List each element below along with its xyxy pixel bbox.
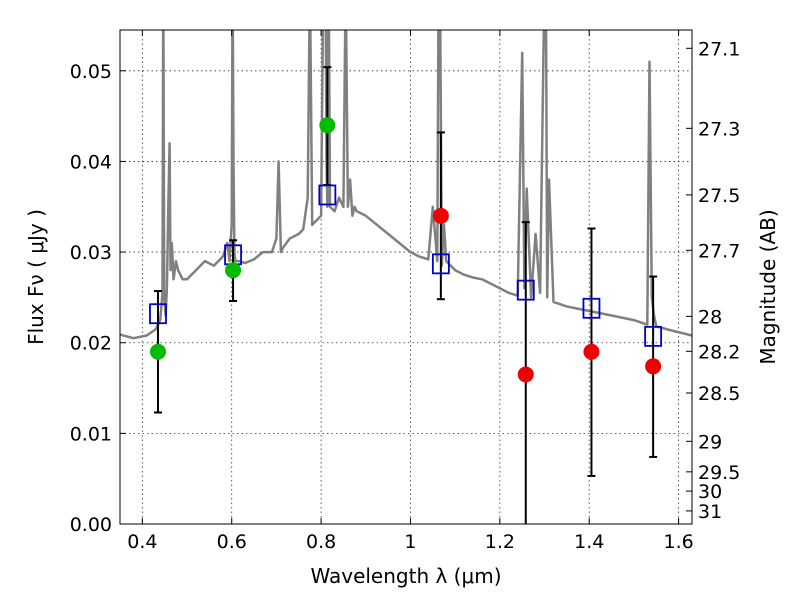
synthetic-photometry-marker bbox=[431, 253, 450, 275]
right-tick-label: 30 bbox=[698, 481, 722, 503]
observed-point bbox=[517, 366, 534, 383]
plot-frame bbox=[119, 29, 693, 525]
x-axis-ticks: 0.4 0.6 0.8 1 1.2 1.4 1.6 bbox=[127, 30, 694, 553]
y-tick-label: 0.05 bbox=[70, 61, 112, 83]
observed-point bbox=[432, 207, 449, 224]
synthetic-photometry-layer bbox=[149, 184, 663, 347]
x-tick-label: 1.6 bbox=[663, 531, 693, 553]
right-tick-label: 31 bbox=[698, 501, 722, 523]
synthetic-photometry-marker bbox=[149, 303, 167, 325]
synthetic-photometry-marker bbox=[644, 325, 663, 347]
right-axis-label: Magnitude (AB) bbox=[756, 209, 780, 364]
x-tick-label: 0.6 bbox=[217, 531, 247, 553]
right-tick-label: 28.2 bbox=[698, 341, 740, 363]
right-tick-label: 29 bbox=[698, 431, 722, 453]
x-tick-label: 1.4 bbox=[574, 531, 604, 553]
y-axis-label: Flux Fν ( μJy ) bbox=[24, 209, 48, 345]
right-tick-label: 28.5 bbox=[698, 383, 740, 405]
right-tick-label: 27.7 bbox=[698, 240, 740, 262]
model-spectrum-line bbox=[120, 30, 692, 340]
y-tick-label: 0.04 bbox=[70, 151, 112, 173]
right-tick-label: 28 bbox=[698, 306, 722, 328]
x-tick-label: 0.8 bbox=[306, 531, 336, 553]
y-tick-label: 0.03 bbox=[70, 242, 112, 264]
observed-points-layer bbox=[149, 117, 662, 383]
x-tick-label: 0.4 bbox=[127, 531, 157, 553]
observed-point bbox=[645, 358, 662, 375]
y-tick-label: 0.00 bbox=[70, 514, 112, 536]
right-tick-label: 29.5 bbox=[698, 462, 740, 484]
right-tick-label: 27.3 bbox=[698, 118, 740, 140]
errorbar-layer bbox=[153, 66, 658, 524]
synthetic-photometry-marker bbox=[318, 184, 337, 206]
observed-point bbox=[149, 343, 166, 360]
synthetic-photometry-marker bbox=[582, 297, 601, 319]
observed-point bbox=[225, 262, 242, 279]
right-tick-label: 27.1 bbox=[698, 38, 740, 60]
x-axis-label: Wavelength λ (μm) bbox=[310, 564, 501, 588]
right-tick-label: 27.5 bbox=[698, 185, 740, 207]
observed-point bbox=[583, 343, 600, 360]
model-spectrum-layer bbox=[120, 30, 692, 340]
x-tick-label: 1.2 bbox=[485, 531, 515, 553]
y-tick-label: 0.02 bbox=[70, 333, 112, 355]
y-axis-ticks: 0.00 0.01 0.02 0.03 0.04 0.05 bbox=[70, 61, 126, 536]
y-tick-label: 0.01 bbox=[70, 423, 112, 445]
synthetic-photometry-marker bbox=[516, 279, 535, 301]
observed-point bbox=[319, 117, 336, 134]
grid bbox=[120, 30, 692, 525]
x-tick-label: 1 bbox=[404, 531, 416, 553]
